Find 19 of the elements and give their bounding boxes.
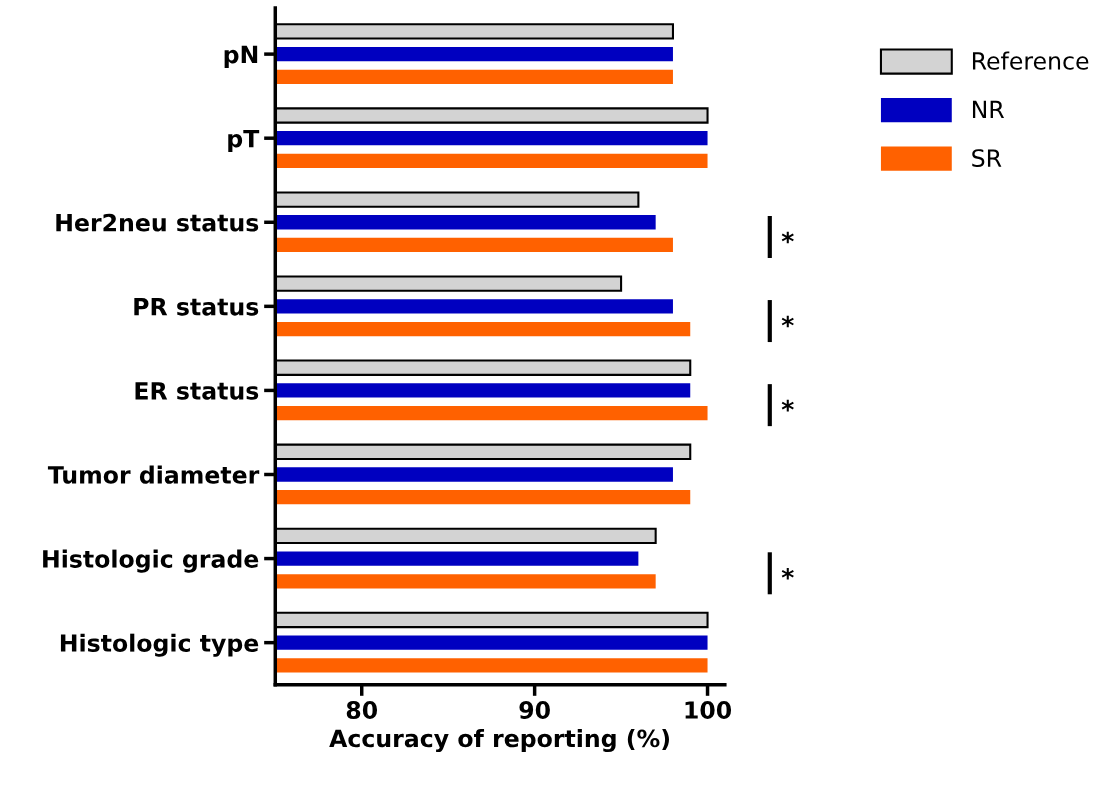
legend-label: NR bbox=[972, 100, 1005, 119]
text: * bbox=[781, 567, 794, 580]
x-tick-label: 90 bbox=[519, 701, 550, 719]
x-tick-label: 80 bbox=[346, 701, 378, 719]
y-tick-label: Histologic type bbox=[60, 633, 259, 657]
y-tick-label: pT bbox=[228, 129, 260, 153]
legend-label: Reference bbox=[972, 51, 1089, 70]
legend-label: SR bbox=[972, 149, 1002, 168]
y-tick-label: PR status bbox=[134, 298, 259, 316]
y-tick-label: ER status bbox=[135, 382, 259, 400]
x-tick-label: 100 bbox=[685, 701, 732, 719]
y-tick-label: pN bbox=[224, 45, 258, 68]
text: * bbox=[781, 231, 794, 244]
text: * bbox=[781, 399, 794, 412]
y-tick-label: Histologic grade bbox=[43, 549, 259, 573]
y-tick-label: Her2neu status bbox=[56, 213, 259, 232]
y-tick-label: Tumor diameter bbox=[47, 465, 260, 484]
x-axis-title: Accuracy of reporting (%) bbox=[329, 729, 669, 753]
text: * bbox=[781, 315, 794, 328]
